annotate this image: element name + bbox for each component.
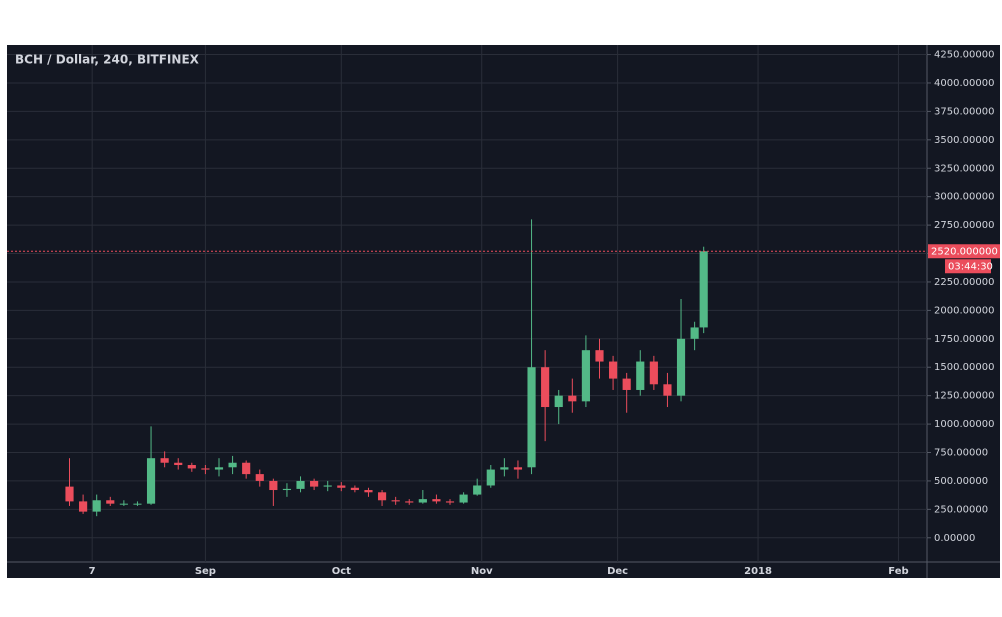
candle-body [486, 469, 495, 486]
grid [7, 45, 927, 562]
candle-body [513, 467, 523, 470]
candle-body [337, 485, 346, 488]
candle-body [106, 500, 115, 504]
candle-body [405, 501, 414, 503]
candle-body [459, 494, 468, 503]
candle-body [432, 499, 441, 502]
candle-body [269, 480, 278, 491]
candle-body [92, 500, 101, 512]
x-tick-label: Nov [471, 566, 493, 577]
candle-body [595, 350, 604, 362]
candle-body [282, 488, 292, 491]
candle-body [160, 458, 169, 463]
y-tick-label: 3000.00000 [934, 192, 994, 203]
x-tick-label: Sep [195, 566, 216, 577]
candle-body [228, 462, 237, 468]
chart-bg [7, 45, 1000, 578]
candles [65, 219, 708, 517]
axes: 0.00000 250.00000 500.00000 750.00000 1000.0… [7, 50, 1000, 577]
candle-body [568, 395, 577, 402]
y-tick-label: 1500.00000 [934, 362, 994, 373]
candle-body [350, 487, 359, 491]
last-price-label: 2520.000000 [931, 246, 998, 257]
candle-body [133, 503, 142, 505]
x-tick-label: Feb [888, 566, 908, 577]
candle-body [391, 500, 400, 502]
candle-body [581, 350, 590, 402]
y-tick-label: 1250.00000 [934, 391, 994, 402]
candle-body [418, 499, 427, 503]
y-tick-label: 1750.00000 [934, 334, 994, 345]
y-tick-label: 2000.00000 [934, 305, 994, 316]
y-tick-label: 0.00000 [934, 533, 975, 544]
candle-body [296, 480, 305, 489]
y-tick-label: 3250.00000 [934, 163, 994, 174]
y-tick-label: 3500.00000 [934, 135, 994, 146]
candle-body [187, 465, 196, 469]
countdown-tag [945, 259, 991, 274]
candle-body [445, 501, 455, 503]
candle-body [242, 462, 251, 475]
y-tick-label: 3750.00000 [934, 106, 994, 117]
candle-body [500, 467, 509, 470]
candle-body [473, 485, 482, 495]
candle-body [255, 474, 264, 481]
candle-body [699, 251, 708, 328]
candle-body [609, 361, 618, 379]
candle-body [527, 367, 536, 468]
candle-body [636, 361, 645, 390]
y-tick-label: 500.00000 [934, 476, 988, 487]
candle-body [663, 384, 672, 396]
candle-body [622, 378, 631, 390]
candle-body [310, 480, 319, 487]
countdown-label: 03:44:30 [948, 261, 993, 272]
candle-body [554, 395, 563, 408]
candle-body [65, 486, 74, 502]
candle-body [364, 490, 373, 493]
candle-body [690, 327, 699, 339]
time-axis-bg [7, 562, 1000, 578]
candle-body [541, 367, 550, 408]
candle-body [174, 462, 183, 466]
candle-body [146, 458, 156, 504]
y-tick-label: 4000.00000 [934, 78, 994, 89]
x-tick-label: Oct [332, 566, 351, 577]
y-tick-label: 4250.00000 [934, 50, 994, 61]
y-tick-label: 250.00000 [934, 504, 988, 515]
x-tick-label: Dec [607, 566, 628, 577]
y-tick-label: 2250.00000 [934, 277, 994, 288]
chart-title: BCH / Dollar, 240, BITFINEX [15, 53, 200, 67]
y-tick-label: 1000.00000 [934, 419, 994, 430]
y-tick-label: 750.00000 [934, 448, 988, 459]
candle-body [377, 492, 387, 501]
candle-body [676, 338, 686, 396]
x-tick-label: 7 [89, 566, 96, 577]
candle-body [649, 361, 658, 385]
x-tick-label: 2018 [744, 566, 772, 577]
y-tick-label: 2750.00000 [934, 220, 994, 231]
candle-body [323, 485, 332, 487]
candle-body [79, 501, 88, 512]
candle-body [201, 468, 210, 470]
last-price-tag [928, 244, 1000, 259]
candle-body [214, 467, 224, 470]
candle-body [119, 503, 128, 505]
